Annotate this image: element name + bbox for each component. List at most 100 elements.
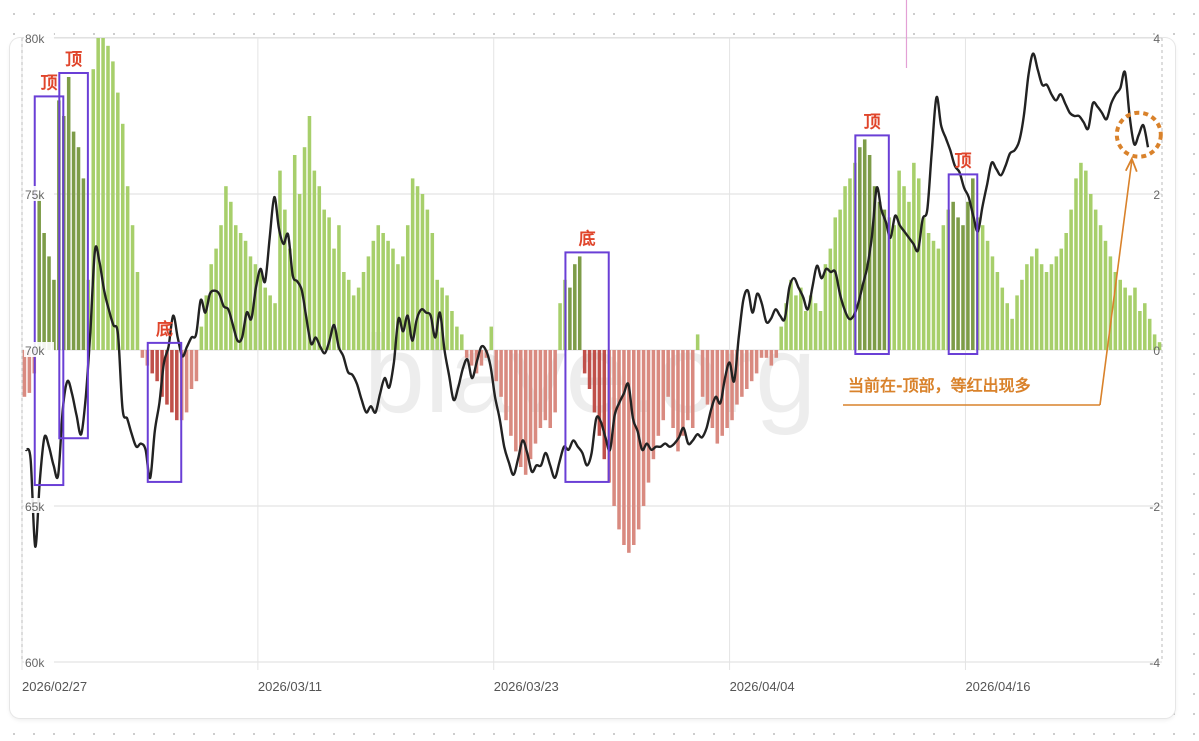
histogram-bar [936,248,941,350]
histogram-bar [705,350,710,405]
histogram-bar [779,326,783,350]
histogram-bar [268,295,272,350]
histogram-bar [170,350,174,413]
histogram-bar [548,350,553,428]
histogram-bar [96,38,100,350]
x-tick-label: 2026/04/16 [965,679,1030,694]
histogram-bar [1064,233,1068,350]
histogram-bar [740,350,744,397]
histogram-bar [464,350,469,358]
histogram-bar [120,123,125,350]
histogram-bar [229,201,233,350]
histogram-bar [292,155,297,350]
histogram-bar [253,264,258,350]
histogram-bar [214,248,218,350]
histogram-bar [415,186,420,350]
histogram-bar [366,256,371,350]
histogram-bar [951,201,955,350]
histogram-bar [902,186,906,350]
histogram-bar [961,225,965,350]
histogram-bar [450,311,454,350]
histogram-bar [1143,303,1147,350]
histogram-bar [627,350,631,553]
histogram-bar [391,248,395,350]
tick-label-bg [24,342,54,357]
histogram-bar [1030,256,1034,350]
histogram-bar [749,350,754,382]
histogram-bar [858,147,862,350]
annotation-box [947,173,979,355]
histogram-bar [342,272,346,350]
histogram-bar [1039,264,1044,350]
histogram-bar [1074,178,1078,350]
histogram-bar [587,350,592,389]
histogram-bar [573,264,577,350]
histogram-bar [101,38,105,350]
histogram-bar [356,287,361,350]
histogram-bar [931,240,936,350]
annotation-label: 顶 [954,151,971,171]
histogram-bar [504,350,508,421]
histogram-bar [405,225,410,350]
histogram-bar [1000,287,1005,350]
histogram-bar [543,350,548,421]
histogram-bar [27,350,32,393]
histogram-bar [22,350,27,397]
histogram-bar [759,350,764,358]
histogram-bar [690,350,695,428]
histogram-bar [730,350,734,421]
histogram-bar [317,186,322,350]
histogram-bar [656,350,661,436]
histogram-bar [396,264,400,350]
histogram-bar [125,186,130,350]
histogram-bar [150,350,154,374]
histogram-bar [916,178,921,350]
histogram-bar [1113,272,1118,350]
histogram-bar [700,350,705,397]
histogram-bar [42,233,46,350]
histogram-bar [1133,287,1137,350]
histogram-bar [175,350,179,421]
histogram-bar [828,248,833,350]
histogram-bar [538,350,543,428]
histogram-bar [37,194,41,350]
annotation-box [58,72,89,440]
histogram-bar [1138,311,1142,350]
histogram-bar [420,194,425,350]
histogram-bar [912,162,916,350]
histogram-bar [1123,287,1127,350]
histogram-bar [666,350,670,397]
y-tick-label-left: 65k [25,500,45,514]
histogram-bar [209,264,213,350]
histogram-bar [823,264,828,350]
histogram-bar [764,350,769,358]
histogram-bar [985,240,990,350]
histogram-bar [66,77,71,350]
callout-text: 当前在-顶部，等红出现多 [848,376,1031,395]
histogram-bar [106,45,110,351]
callout: 当前在-顶部，等红出现多 [843,110,1163,406]
histogram-bar [577,256,582,350]
histogram-bar [1084,170,1088,350]
histogram-bar [1049,264,1054,350]
histogram-bar [258,272,263,350]
histogram-bar [848,178,852,350]
histogram-bar [528,350,533,460]
axes: 80k 75k 70k 65k 60k 4 2 0 -2 -4 2026/02/27 2026/03/… [22,30,1160,694]
histogram-bar [184,350,189,413]
histogram-bar [111,61,115,351]
histogram-bar [238,233,243,350]
histogram-bar [921,217,926,350]
price-line [24,52,1150,548]
histogram-bar [892,225,896,350]
histogram-bar [558,303,562,350]
histogram-bar [971,178,975,350]
histogram-bar [1010,318,1014,350]
histogram-bar [518,350,523,467]
annotation-label: 底 [579,228,596,249]
histogram-bar [1005,303,1009,350]
annotation-label: 顶 [864,112,881,132]
histogram-bar [494,350,498,382]
histogram-bar [263,287,268,350]
